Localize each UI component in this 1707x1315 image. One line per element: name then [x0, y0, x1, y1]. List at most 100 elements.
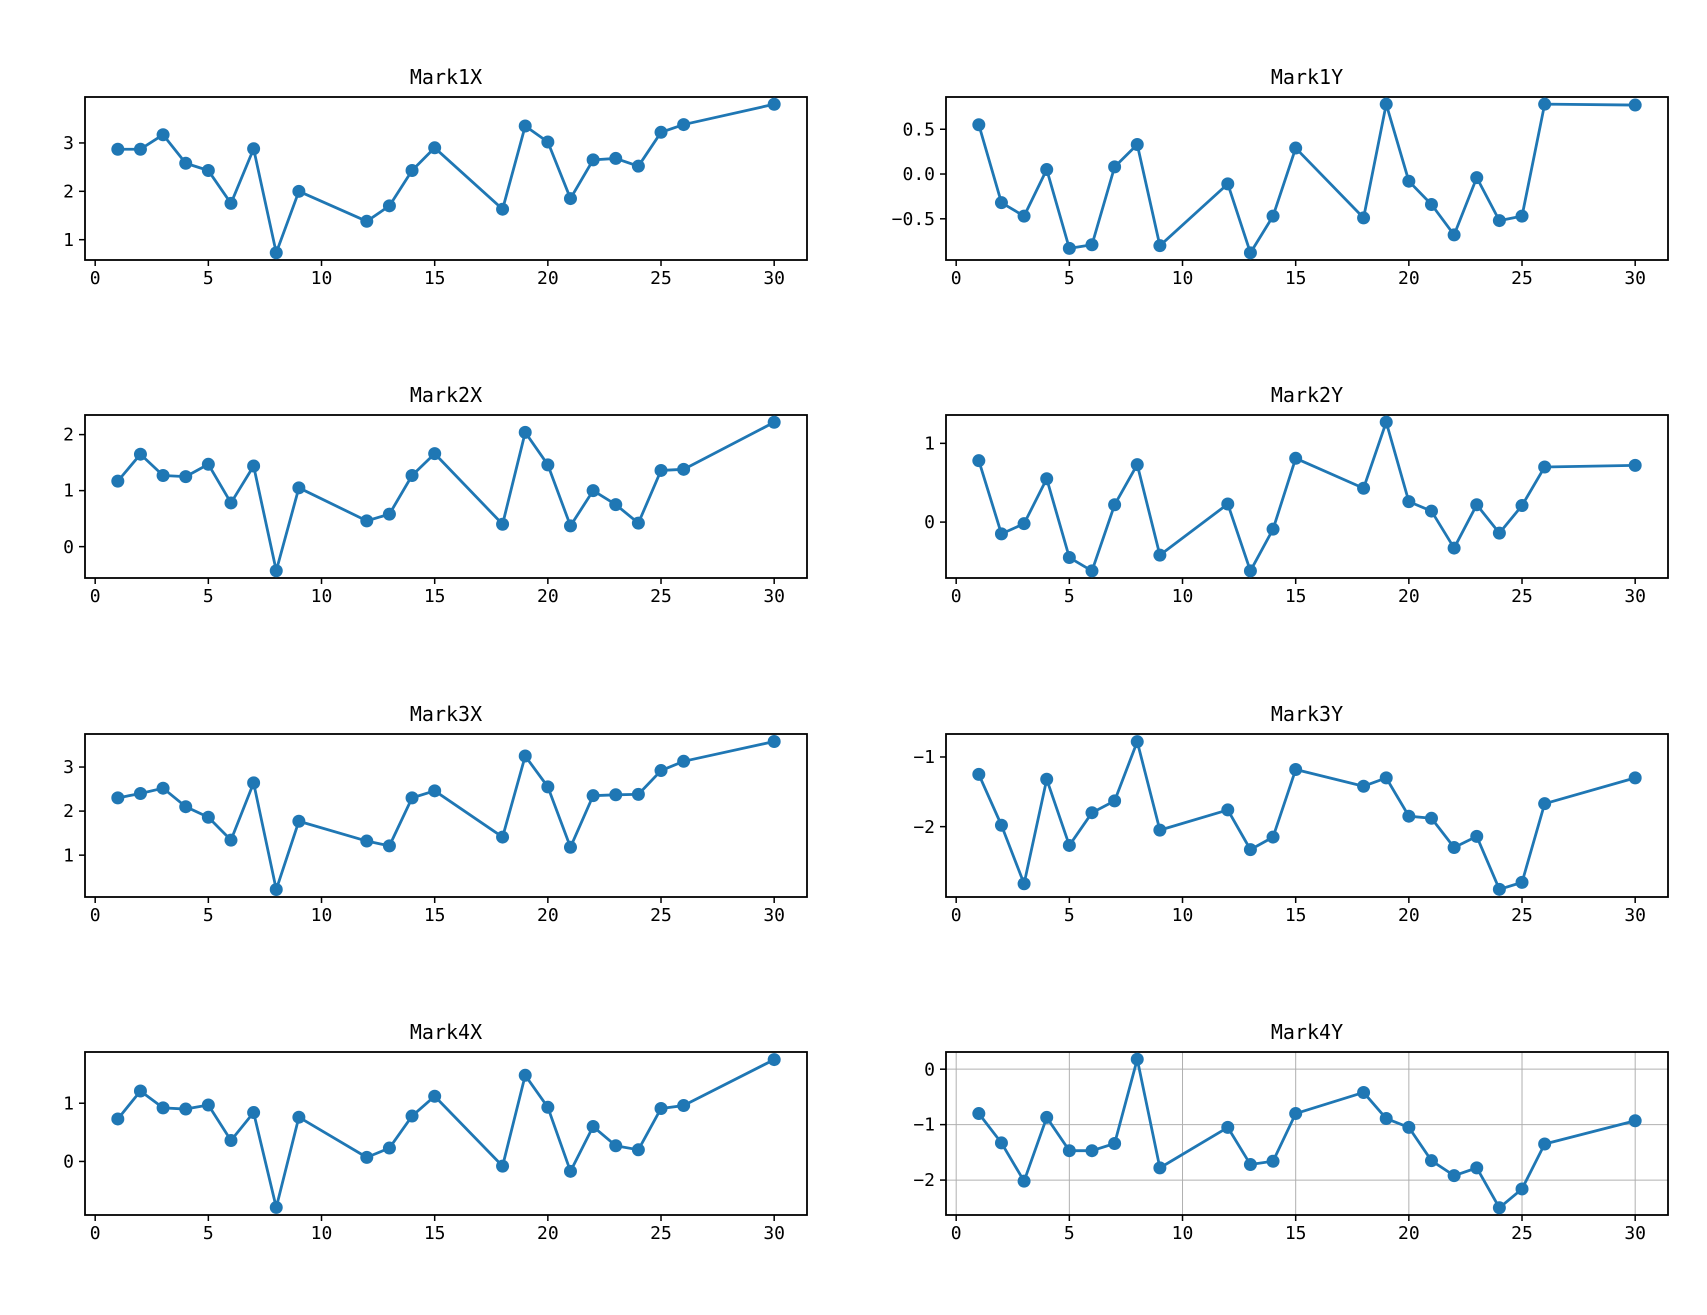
data-point-marker: [1153, 239, 1167, 253]
x-tick-label: 15: [1285, 268, 1307, 289]
data-point-marker: [541, 458, 555, 472]
data-point-marker: [1628, 98, 1642, 112]
y-tick-label: −1: [913, 1115, 935, 1136]
x-tick-label: 10: [1172, 268, 1194, 289]
data-point-marker: [677, 754, 691, 768]
data-point-marker: [1492, 1201, 1506, 1215]
data-line: [116, 102, 776, 255]
data-point-marker: [1470, 171, 1484, 185]
x-tick-label: 15: [424, 905, 446, 926]
data-point-marker: [994, 818, 1008, 832]
data-point-marker: [563, 519, 577, 533]
y-tick-label: 1: [63, 1093, 74, 1114]
axes-frame: [84, 1051, 808, 1216]
data-line: [977, 102, 1637, 255]
subplot-mark4x: 0 5 10 15 20 25 30 0 1 Mark4X: [63, 1020, 808, 1244]
data-markers: [111, 97, 781, 260]
data-point-marker: [1266, 209, 1280, 223]
data-line: [977, 740, 1637, 891]
x-tick-label: 30: [763, 586, 785, 607]
y-tick-label: 3: [63, 757, 74, 778]
x-tick-label: 5: [1064, 1223, 1075, 1244]
data-point-marker: [541, 780, 555, 794]
data-point-marker: [654, 1101, 668, 1115]
data-point-marker: [1357, 1085, 1371, 1099]
data-markers: [111, 734, 781, 897]
data-point-marker: [1447, 841, 1461, 855]
x-tick-label: 10: [1172, 1223, 1194, 1244]
x-tick-label: 20: [537, 268, 559, 289]
x-tick-label: 20: [1398, 268, 1420, 289]
data-point-marker: [654, 463, 668, 477]
y-tick-label: −0.5: [892, 209, 935, 230]
x-tick-label: 5: [1064, 268, 1075, 289]
data-point-marker: [1130, 137, 1144, 151]
data-point-marker: [1424, 1154, 1438, 1168]
data-point-marker: [133, 447, 147, 461]
data-point-marker: [1538, 797, 1552, 811]
chart-title: Mark3Y: [1271, 702, 1343, 726]
data-point-marker: [201, 164, 215, 178]
data-point-marker: [1017, 1174, 1031, 1188]
x-tick-label: 5: [203, 905, 214, 926]
data-point-marker: [586, 1120, 600, 1134]
x-tick-label: 10: [1172, 905, 1194, 926]
data-point-marker: [292, 184, 306, 198]
data-point-marker: [1628, 771, 1642, 785]
data-point-marker: [496, 1159, 510, 1173]
data-point-marker: [631, 159, 645, 173]
data-point-marker: [1108, 160, 1122, 174]
x-tick-label: 20: [1398, 1223, 1420, 1244]
data-point-marker: [767, 1053, 781, 1067]
y-tick-label: 0.5: [902, 119, 935, 140]
data-point-marker: [1243, 246, 1257, 260]
data-point-marker: [767, 415, 781, 429]
data-point-marker: [1040, 1110, 1054, 1124]
x-tick-label: 0: [951, 268, 962, 289]
axes-frame: [84, 96, 808, 261]
y-tick-label: 0: [924, 512, 935, 533]
data-point-marker: [1108, 1136, 1122, 1150]
data-point-marker: [609, 1139, 623, 1153]
data-point-marker: [382, 1141, 396, 1155]
x-tick-label: 25: [1511, 905, 1533, 926]
data-point-marker: [1357, 481, 1371, 495]
data-point-marker: [111, 142, 125, 156]
data-point-marker: [1266, 1154, 1280, 1168]
data-point-marker: [1085, 1144, 1099, 1158]
chart-title: Mark4Y: [1271, 1020, 1343, 1044]
x-tick-label: 0: [90, 905, 101, 926]
data-point-marker: [1447, 1169, 1461, 1183]
axes-frame: [945, 96, 1669, 261]
x-tick-label: 10: [311, 268, 333, 289]
data-markers: [972, 97, 1642, 260]
data-point-marker: [541, 135, 555, 149]
data-point-marker: [496, 517, 510, 531]
data-point-marker: [224, 496, 238, 510]
y-tick-label: 1: [63, 230, 74, 251]
data-point-marker: [1402, 495, 1416, 509]
x-tick-label: 20: [537, 905, 559, 926]
data-point-marker: [1243, 843, 1257, 857]
x-tick-label: 0: [90, 268, 101, 289]
x-tick-label: 25: [650, 586, 672, 607]
x-tick-label: 15: [424, 268, 446, 289]
data-point-marker: [1447, 228, 1461, 242]
data-point-marker: [247, 1106, 261, 1120]
data-point-marker: [972, 1107, 986, 1121]
data-point-marker: [1447, 541, 1461, 555]
x-tick-label: 0: [951, 905, 962, 926]
data-point-marker: [1379, 97, 1393, 111]
data-point-marker: [156, 468, 170, 482]
data-point-marker: [518, 1068, 532, 1082]
data-point-marker: [1062, 241, 1076, 255]
subplot-mark1y: 0 5 10 15 20 25 30 0.5 0.0 −0.5 Mark1Y: [892, 65, 1669, 289]
data-point-marker: [111, 474, 125, 488]
data-point-marker: [133, 142, 147, 156]
data-point-marker: [609, 498, 623, 512]
chart-title: Mark2X: [410, 383, 482, 407]
data-point-marker: [382, 199, 396, 213]
x-tick-label: 25: [1511, 586, 1533, 607]
x-tick-label: 10: [311, 905, 333, 926]
